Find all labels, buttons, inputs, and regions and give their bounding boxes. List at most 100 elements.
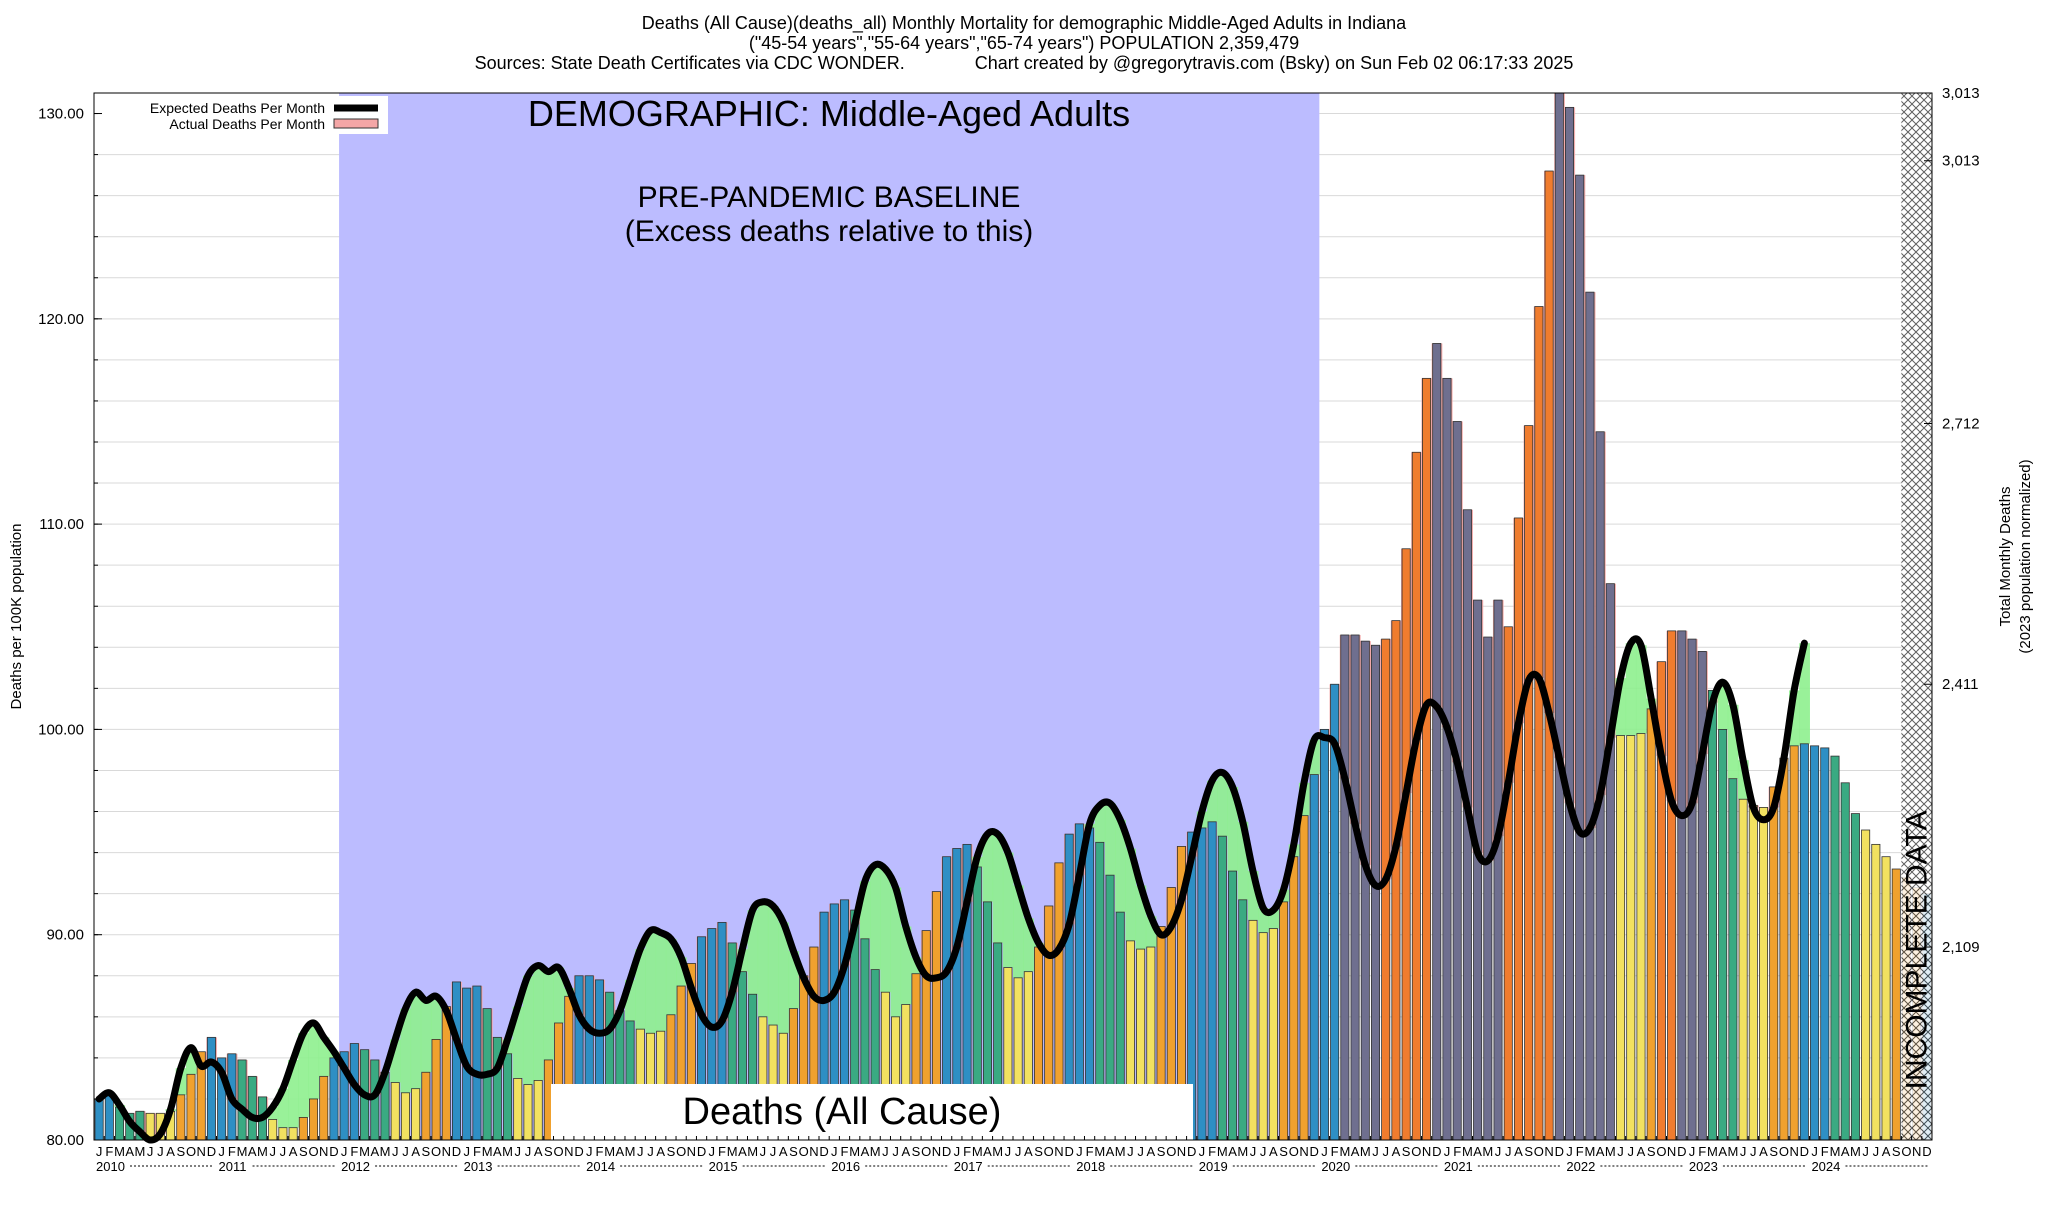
deficit-fill bbox=[1727, 704, 1739, 779]
x-month-label: A bbox=[1269, 1144, 1278, 1159]
x-month-label: D bbox=[1064, 1144, 1073, 1159]
data-bar bbox=[288, 1127, 298, 1141]
data-bar bbox=[1503, 626, 1513, 1141]
x-month-label: O bbox=[431, 1144, 441, 1159]
data-bar bbox=[411, 1088, 421, 1141]
x-month-label: A bbox=[1718, 1144, 1727, 1159]
x-month-label: M bbox=[849, 1144, 860, 1159]
data-bar bbox=[1299, 815, 1309, 1141]
deficit-fill bbox=[859, 881, 871, 939]
deficit-fill bbox=[308, 1022, 320, 1099]
x-month-label: M bbox=[1585, 1144, 1596, 1159]
x-month-label: M bbox=[114, 1144, 125, 1159]
x-month-label: J bbox=[831, 1144, 838, 1159]
x-month-label: A bbox=[248, 1144, 257, 1159]
x-month-label: M bbox=[1115, 1144, 1126, 1159]
data-bar bbox=[1881, 856, 1891, 1141]
y-tick-label: 90.00 bbox=[46, 927, 84, 944]
x-month-label: A bbox=[1637, 1144, 1646, 1159]
x-month-label: S bbox=[176, 1144, 185, 1159]
x-month-label: S bbox=[1402, 1144, 1411, 1159]
x-month-label: J bbox=[157, 1144, 164, 1159]
x-month-label: J bbox=[218, 1144, 225, 1159]
x-month-label: M bbox=[1462, 1144, 1473, 1159]
x-month-label: M bbox=[359, 1144, 370, 1159]
x-month-label: D bbox=[1800, 1144, 1809, 1159]
x-month-label: N bbox=[809, 1144, 818, 1159]
deficit-fill bbox=[624, 979, 636, 1021]
data-bar bbox=[1830, 755, 1840, 1141]
data-bar bbox=[206, 1036, 216, 1141]
x-month-label: J bbox=[1127, 1144, 1134, 1159]
x-month-label: J bbox=[709, 1144, 716, 1159]
x-month-label: J bbox=[515, 1144, 522, 1159]
x-month-label: N bbox=[1912, 1144, 1921, 1159]
x-month-label: O bbox=[921, 1144, 931, 1159]
deficit-fill bbox=[1104, 803, 1116, 876]
x-month-label: J bbox=[269, 1144, 276, 1159]
data-bar bbox=[1513, 517, 1523, 1141]
x-month-label: J bbox=[1495, 1144, 1502, 1159]
x-month-label: O bbox=[676, 1144, 686, 1159]
x-month-label: A bbox=[861, 1144, 870, 1159]
legend-expected-label: Expected Deaths Per Month bbox=[150, 100, 325, 116]
x-year-label: 2019 bbox=[1199, 1159, 1228, 1174]
x-year-label: 2016 bbox=[831, 1159, 860, 1174]
x-month-label: D bbox=[1310, 1144, 1319, 1159]
data-bar bbox=[1442, 377, 1452, 1141]
data-bar bbox=[1585, 291, 1595, 1141]
data-bar bbox=[1309, 774, 1319, 1141]
x-month-label: J bbox=[647, 1144, 654, 1159]
data-bar bbox=[1565, 106, 1575, 1141]
x-month-label: S bbox=[1769, 1144, 1778, 1159]
data-bar bbox=[1370, 644, 1381, 1141]
x-month-label: O bbox=[1534, 1144, 1544, 1159]
x-year-label: 2020 bbox=[1321, 1159, 1350, 1174]
x-month-label: M bbox=[237, 1144, 248, 1159]
data-bar bbox=[1422, 377, 1432, 1141]
x-month-label: M bbox=[870, 1144, 881, 1159]
x-month-label: O bbox=[1044, 1144, 1054, 1159]
x-month-label: S bbox=[544, 1144, 553, 1159]
chart-title-line1: Deaths (All Cause)(deaths_all) Monthly M… bbox=[641, 13, 1407, 33]
x-month-label: J bbox=[1862, 1144, 1869, 1159]
x-month-label: D bbox=[329, 1144, 338, 1159]
data-bar bbox=[319, 1075, 329, 1141]
data-bar bbox=[247, 1075, 257, 1141]
deficit-fill bbox=[1635, 645, 1647, 734]
data-bar bbox=[268, 1119, 278, 1141]
watermark-box bbox=[551, 1084, 1193, 1140]
data-bar bbox=[1871, 843, 1881, 1141]
y-tick-label: 110.00 bbox=[39, 516, 84, 533]
data-bar bbox=[1258, 932, 1268, 1141]
data-bar bbox=[1626, 735, 1636, 1141]
x-month-label: N bbox=[319, 1144, 328, 1159]
deficit-fill bbox=[1799, 643, 1810, 744]
x-year-label: 2023 bbox=[1689, 1159, 1718, 1174]
x-month-label: M bbox=[1707, 1144, 1718, 1159]
x-month-label: J bbox=[1689, 1144, 1696, 1159]
x-month-label: M bbox=[502, 1144, 513, 1159]
data-bar bbox=[1554, 92, 1564, 1141]
x-month-label: S bbox=[1647, 1144, 1656, 1159]
x-month-label: J bbox=[341, 1144, 348, 1159]
x-month-label: F bbox=[1821, 1144, 1829, 1159]
data-bar bbox=[309, 1098, 319, 1141]
data-bar bbox=[421, 1071, 431, 1141]
data-bar bbox=[1820, 747, 1830, 1141]
x-month-label: A bbox=[125, 1144, 134, 1159]
x-year-label: 2013 bbox=[464, 1159, 493, 1174]
x-month-label: D bbox=[452, 1144, 461, 1159]
data-bar bbox=[1493, 599, 1503, 1141]
data-bar bbox=[1759, 807, 1769, 1141]
deficit-fill bbox=[410, 992, 422, 1089]
y-tick-label: 120.00 bbox=[38, 311, 84, 328]
data-bar bbox=[1840, 782, 1850, 1141]
x-month-label: M bbox=[972, 1144, 983, 1159]
x-month-label: J bbox=[96, 1144, 103, 1159]
data-bar bbox=[1238, 899, 1248, 1141]
data-bar bbox=[1605, 583, 1615, 1141]
x-month-label: J bbox=[1005, 1144, 1012, 1159]
x-month-label: S bbox=[1279, 1144, 1288, 1159]
x-month-label: F bbox=[718, 1144, 726, 1159]
